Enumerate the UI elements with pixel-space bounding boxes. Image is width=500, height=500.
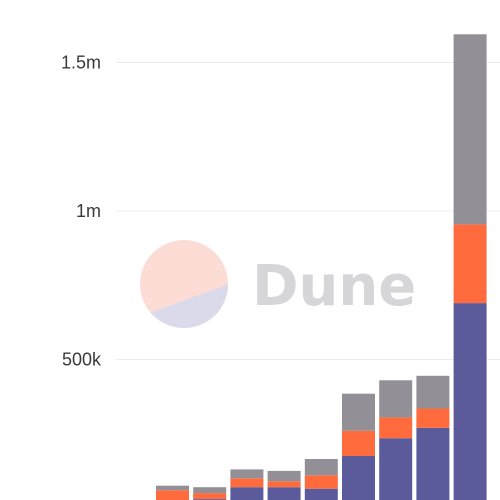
bar-segment[interactable] xyxy=(342,393,375,431)
bar-segment[interactable] xyxy=(342,430,375,456)
dune-watermark-text: Dune xyxy=(252,254,416,319)
bar-segment[interactable] xyxy=(453,34,487,225)
bar-segment[interactable] xyxy=(267,481,301,488)
bar-segment[interactable] xyxy=(156,490,189,500)
bar-segment[interactable] xyxy=(230,478,264,488)
gridlines xyxy=(116,62,500,360)
bar-segment[interactable] xyxy=(379,417,413,439)
bar-segment[interactable] xyxy=(267,487,301,500)
bar-segment[interactable] xyxy=(230,469,264,479)
bar-segment[interactable] xyxy=(379,380,413,418)
bar-segment[interactable] xyxy=(453,224,487,304)
bar-segment[interactable] xyxy=(342,456,375,500)
y-tick-label: 0 xyxy=(91,498,101,500)
bar-segment[interactable] xyxy=(156,485,189,491)
bar-segment[interactable] xyxy=(379,438,413,500)
y-axis-tick-labels: 0 500k 1m 1.5m xyxy=(61,53,102,500)
y-tick-label: 1m xyxy=(76,201,101,221)
bar-segment[interactable] xyxy=(193,487,227,494)
bar-segment[interactable] xyxy=(193,493,227,499)
dune-watermark: Dune xyxy=(140,240,416,328)
y-tick-label: 500k xyxy=(62,350,102,370)
bar-segment[interactable] xyxy=(304,488,338,500)
bar-segment[interactable] xyxy=(416,427,450,500)
bar-segment[interactable] xyxy=(267,470,301,482)
bar-segment[interactable] xyxy=(416,408,450,428)
bar-segment[interactable] xyxy=(304,459,338,476)
bar-segment[interactable] xyxy=(230,487,264,500)
bar-segment[interactable] xyxy=(304,475,338,489)
y-tick-label: 1.5m xyxy=(61,53,101,73)
bars xyxy=(156,34,487,500)
bar-segment[interactable] xyxy=(453,303,487,500)
bar-segment[interactable] xyxy=(416,375,450,409)
dune-logo-icon xyxy=(140,240,228,328)
